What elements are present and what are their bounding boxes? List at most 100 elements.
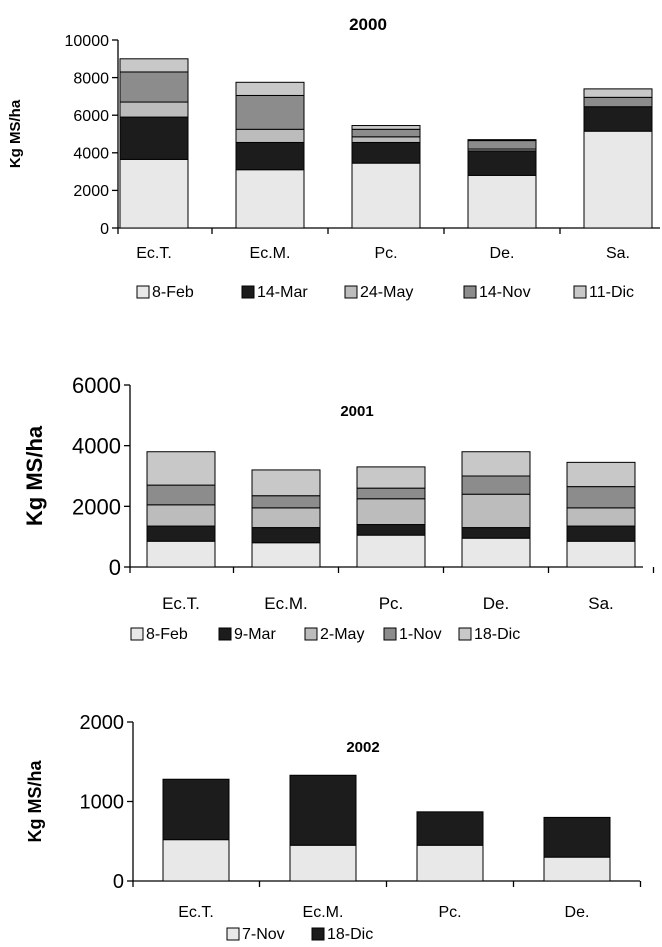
y-tick-label: 1000 [80,792,125,814]
bar-segment [566,525,636,542]
legend-label: 9-Mar [234,626,276,643]
bar-segment [583,96,653,108]
chart-title: 2001 [340,403,373,420]
y-tick-label: 10000 [65,33,110,50]
legend-label: 8-Feb [152,284,194,301]
legend-swatch [241,285,255,299]
bar-segment [356,498,426,526]
bar-segment [356,524,426,536]
bar-segment [146,451,216,486]
bar-segment [583,88,653,98]
y-tick-label: 4000 [73,146,109,163]
x-category-label: Pc. [379,594,404,613]
bar-segment [119,58,189,73]
bar-segment [119,158,189,229]
bar-segment [416,811,484,846]
bar-segment [461,475,531,495]
chart-2: 2001 Kg MS/ha 0 2000 4000 6000 Ec.T. Ec.M. Pc. De… [22,373,655,643]
bar-segment [543,816,611,858]
bar-segment [461,527,531,539]
x-category-label: Ec.T. [178,904,214,921]
y-tick-label: 0 [109,555,121,580]
chart-title: 2002 [346,739,379,756]
bar-segment [119,101,189,118]
legend-swatch [226,927,240,941]
bar-segment [461,537,531,568]
y-tick-label: 8000 [73,70,109,87]
legend-swatch [218,627,232,641]
bar-segment [351,162,421,229]
y-axis-label: Kg MS/ha [7,99,24,168]
bar-segment [351,136,421,143]
x-category-label: De. [565,904,590,921]
bar-segment [251,469,321,497]
legend-swatch [130,627,144,641]
x-category-label: De. [490,245,515,262]
legend-label: 14-Mar [257,284,308,301]
legend-label: 24-May [360,284,413,301]
bar-segment [461,493,531,529]
bar-segment [289,844,357,882]
x-category-label: Ec.T. [162,594,200,613]
chart-1: 2000 Kg MS/ha 0 2000 4000 6000 8000 10000 Ec.T. E… [7,15,660,301]
bar-segment [119,116,189,160]
bar-segment [162,839,230,882]
bar-segment [251,507,321,529]
legend-swatch [304,627,318,641]
bar-segment [146,504,216,527]
bar-segment [356,534,426,568]
bar-segment [543,856,611,882]
x-category-label: Ec.M. [264,594,307,613]
y-tick-label: 2000 [72,494,121,519]
y-tick-label: 0 [113,871,124,893]
legend-swatch [383,627,397,641]
y-axis-label: Kg MS/ha [22,425,47,526]
bar-segment [146,525,216,542]
bar-segment [351,125,421,130]
y-tick-label: 6000 [73,108,109,125]
bar-segment [356,487,426,500]
bar-segment [467,150,537,176]
chart-title: 2000 [349,15,387,34]
bar-segment [235,169,305,229]
legend-label: 7-Nov [242,926,285,943]
x-category-label: Ec.M. [303,904,344,921]
bar-segment [251,527,321,544]
x-category-label: Sa. [588,594,614,613]
bar-segment [583,106,653,132]
bar-segment [146,540,216,568]
bar-segment [467,174,537,229]
y-tick-label: 0 [100,221,109,238]
x-category-label: Ec.T. [136,245,172,262]
legend-label: 11-Dic [589,284,634,301]
bar-segment [162,778,230,841]
legend-swatch [458,627,472,641]
x-category-label: Pc. [374,245,397,262]
bar-segment [416,844,484,882]
y-tick-label: 6000 [72,373,121,398]
bar-segment [467,140,537,150]
y-tick-label: 2000 [80,712,125,734]
y-tick-label: 2000 [73,183,109,200]
bar-segment [566,486,636,509]
bar-segment [146,484,216,506]
bar-segment [235,128,305,143]
bar-segment [566,540,636,568]
legend-label: 18-Dic [327,926,373,943]
bar-segment [235,81,305,96]
x-category-label: Ec.M. [250,245,291,262]
bar-segment [251,495,321,509]
bar-segment [583,130,653,229]
y-axis-label: Kg MS/ha [25,760,45,843]
bar-segment [356,466,426,489]
x-category-label: De. [483,594,509,613]
bar-segment [289,774,357,846]
chart-3: 2002 Kg MS/ha 0 1000 2000 Ec.T. Ec.M. Pc. De. 7-N… [25,712,642,943]
x-category-label: Pc. [438,904,461,921]
bar-segment [351,141,421,164]
x-category-label: Sa. [606,245,630,262]
legend-label: 8-Feb [146,626,188,643]
legend-swatch [344,285,358,299]
bar-segment [566,507,636,527]
